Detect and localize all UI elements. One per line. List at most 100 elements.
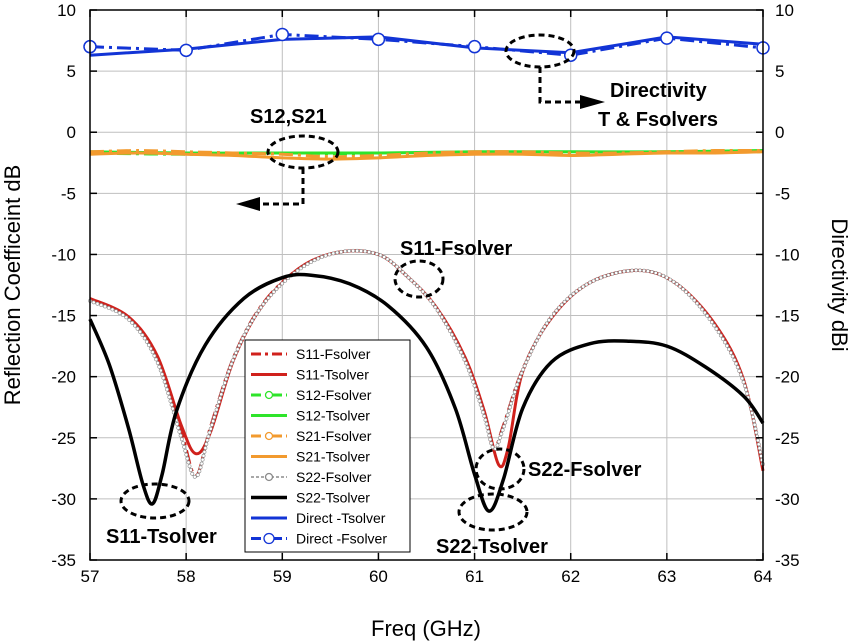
data-point-s22-fsolver: [622, 269, 626, 274]
data-point-s22-fsolver: [459, 350, 463, 355]
data-point-s22-fsolver: [462, 357, 467, 362]
data-point-s22-fsolver: [581, 284, 586, 289]
data-point-s22-fsolver: [335, 250, 340, 255]
data-point-s22-fsolver: [144, 339, 149, 344]
data-point-s22-fsolver: [178, 433, 183, 438]
data-point-s22-fsolver: [391, 262, 396, 266]
data-point-s22-fsolver: [218, 396, 222, 401]
data-point-s22-fsolver: [382, 255, 387, 259]
legend-label-s12-fsolver: S12-Fsolver: [296, 387, 372, 403]
data-point-s22-fsolver: [500, 428, 505, 433]
data-point-s22-fsolver: [734, 361, 739, 366]
data-point-s22-fsolver: [323, 253, 328, 258]
data-point-s22-fsolver: [210, 422, 214, 427]
data-point-s22-fsolver: [121, 313, 125, 317]
data-point-s22-fsolver: [482, 414, 487, 419]
data-point-s22-fsolver: [602, 274, 607, 279]
y-tick-label-right: -35: [775, 551, 800, 570]
annotation-s12-s21: S12,S21: [250, 106, 327, 128]
data-point-s22-fsolver: [490, 445, 495, 449]
data-point-s22-fsolver: [177, 429, 182, 434]
data-point-s22-fsolver: [742, 384, 747, 388]
data-point-s22-fsolver: [487, 433, 492, 438]
data-point-s22-fsolver: [394, 264, 399, 269]
callout-ellipse-s22-fsolver: [474, 447, 526, 491]
data-point-s22-fsolver: [758, 450, 763, 455]
y-tick-label-left: 5: [67, 62, 76, 81]
data-point-s22-fsolver: [718, 333, 723, 338]
data-point-s22-fsolver: [552, 311, 556, 316]
data-point-s22-fsolver: [199, 461, 204, 466]
data-point-s22-fsolver: [176, 425, 181, 430]
data-point-s22-fsolver: [183, 448, 188, 453]
data-point-s22-fsolver: [280, 281, 285, 286]
data-point-s22-fsolver: [428, 298, 433, 303]
y-tick-label-left: -35: [51, 551, 76, 570]
data-point-s22-fsolver: [162, 379, 167, 384]
data-point-s22-fsolver: [484, 421, 489, 426]
data-point-s22-fsolver: [503, 420, 508, 425]
data-point-s22-fsolver: [152, 353, 157, 358]
data-point-s22-fsolver: [201, 453, 206, 458]
data-point-s22-fsolver: [213, 411, 218, 416]
data-point-s22-fsolver: [403, 272, 408, 277]
data-point-s22-fsolver: [250, 318, 255, 323]
data-point-s22-fsolver: [261, 302, 266, 307]
data-point-s22-fsolver: [744, 387, 748, 392]
callout-ellipse-s11-tsolver: [119, 482, 191, 520]
data-point-s22-fsolver: [730, 354, 735, 359]
x-tick-label: 58: [177, 567, 196, 586]
data-point-s22-fsolver: [433, 305, 438, 310]
data-point-s22-fsolver: [472, 383, 477, 388]
data-point-s22-fsolver: [657, 272, 662, 277]
data-point-s22-fsolver: [274, 287, 279, 291]
legend-label-s22-fsolver: S22-Fsolver: [296, 469, 372, 485]
data-point-s22-fsolver: [207, 430, 212, 435]
callout-ellipse-s22-tsolver: [457, 492, 529, 532]
data-point-s22-fsolver: [754, 430, 759, 435]
data-point-s22-fsolver: [271, 290, 276, 294]
data-point-s22-fsolver: [198, 465, 203, 470]
data-point-s22-fsolver: [529, 349, 534, 354]
data-point-s22-fsolver: [254, 312, 259, 316]
data-point-s22-fsolver: [584, 282, 589, 287]
data-point-s22-fsolver: [479, 406, 484, 411]
legend-label-direct-fsolver: Direct -Fsolver: [296, 531, 387, 547]
data-point-s22-fsolver: [239, 340, 243, 344]
data-point-s22-fsolver: [692, 298, 697, 303]
data-point-s22-fsolver: [431, 302, 435, 306]
data-point-s22-fsolver: [735, 365, 740, 370]
data-point-s22-fsolver: [512, 390, 517, 394]
data-point-s22-fsolver: [534, 338, 539, 343]
data-point-s22-fsolver: [155, 361, 160, 365]
data-point-s22-fsolver: [522, 363, 527, 368]
data-point-s22-fsolver: [634, 268, 638, 273]
data-point-direct-fsolver: [467, 39, 482, 54]
data-point-s22-fsolver: [493, 446, 498, 451]
data-point-s22-fsolver: [138, 329, 142, 334]
data-point-s22-fsolver: [697, 304, 702, 309]
x-tick-label: 63: [657, 567, 676, 586]
data-point-s22-fsolver: [234, 350, 238, 355]
data-point-s22-fsolver: [630, 268, 634, 273]
data-point-s22-fsolver: [702, 310, 707, 315]
x-tick-label: 59: [273, 567, 292, 586]
data-point-s22-fsolver: [486, 429, 491, 434]
data-point-s22-fsolver: [757, 446, 762, 451]
data-point-s22-fsolver: [476, 395, 481, 399]
data-point-s22-fsolver: [442, 318, 446, 323]
data-point-s22-fsolver: [557, 305, 561, 310]
data-point-s22-fsolver: [495, 443, 500, 448]
data-point-s22-fsolver: [170, 406, 175, 411]
data-point-s22-fsolver: [610, 271, 615, 276]
y-axis-label-left: Reflection Coefficeint dB: [0, 165, 25, 406]
data-point-s22-fsolver: [225, 373, 230, 378]
data-point-s22-fsolver: [684, 289, 688, 294]
data-point-s22-fsolver: [295, 268, 300, 273]
data-point-s22-fsolver: [154, 357, 159, 362]
data-point-s22-fsolver: [420, 289, 425, 294]
data-point-s22-fsolver: [714, 326, 719, 331]
data-point-s22-fsolver: [312, 258, 317, 263]
data-point-s22-fsolver: [465, 365, 470, 369]
data-point-s22-fsolver: [95, 301, 100, 306]
